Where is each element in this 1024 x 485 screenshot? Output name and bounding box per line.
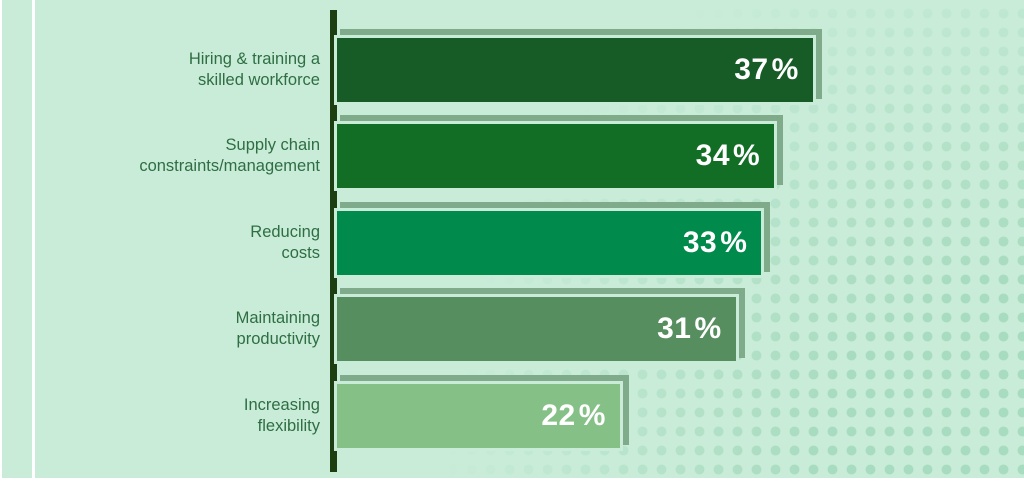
- bar-row: Supply chain constraints/management 34%: [0, 124, 1024, 189]
- bar: 33%: [337, 210, 762, 275]
- bar-value-number: 31: [657, 312, 692, 346]
- left-edge-line: [0, 0, 2, 485]
- category-label-line2: flexibility: [257, 416, 320, 435]
- bar-row: Increasing flexibility 22%: [0, 383, 1024, 448]
- category-label: Hiring & training a skilled workforce: [0, 49, 320, 91]
- category-label-line1: Supply chain: [225, 136, 320, 155]
- category-label-line1: Increasing: [243, 395, 320, 414]
- bar-value-label: 33%: [683, 226, 748, 260]
- bar: 22%: [337, 383, 620, 448]
- bar: 34%: [337, 124, 775, 189]
- category-label-line2: productivity: [236, 330, 320, 349]
- bar-value-label: 31%: [657, 312, 722, 346]
- category-label: Increasing flexibility: [0, 395, 320, 437]
- y-axis-line: [330, 10, 337, 472]
- bar-row: Maintaining productivity 31%: [0, 297, 1024, 362]
- category-label-line2: costs: [281, 243, 320, 262]
- bar-value-number: 22: [541, 398, 576, 432]
- bar-value-unit: %: [694, 312, 722, 346]
- bottom-edge-line: [0, 478, 1024, 485]
- bar-value-number: 34: [695, 139, 731, 173]
- category-label-line1: Maintaining: [235, 309, 320, 328]
- category-label: Reducing costs: [0, 222, 320, 264]
- category-label: Supply chain constraints/management: [0, 135, 320, 177]
- category-label-line2: constraints/management: [139, 157, 320, 176]
- left-inner-fold-line: [32, 0, 35, 485]
- bar-value-number: 37: [734, 53, 769, 86]
- category-label-line2: skilled workforce: [198, 71, 320, 89]
- bar-value-unit: %: [733, 139, 761, 173]
- bar-value-label: 37%: [734, 53, 799, 87]
- category-label-line1: Reducing: [250, 222, 320, 241]
- category-label-line1: Hiring & training a: [188, 50, 320, 68]
- bar: 31%: [337, 297, 736, 362]
- bar-row: Reducing costs 33%: [0, 210, 1024, 275]
- bar-row: Hiring & training a skilled workforce 37%: [0, 38, 1024, 102]
- bar-value-number: 33: [682, 225, 718, 259]
- category-label: Maintaining productivity: [0, 308, 320, 350]
- bar-value-label: 22%: [541, 399, 606, 433]
- bar-value-unit: %: [771, 53, 799, 86]
- bar-value-label: 34%: [696, 139, 761, 173]
- bar-value-unit: %: [578, 398, 606, 432]
- bar-value-unit: %: [720, 225, 748, 259]
- bar: 37%: [337, 38, 813, 102]
